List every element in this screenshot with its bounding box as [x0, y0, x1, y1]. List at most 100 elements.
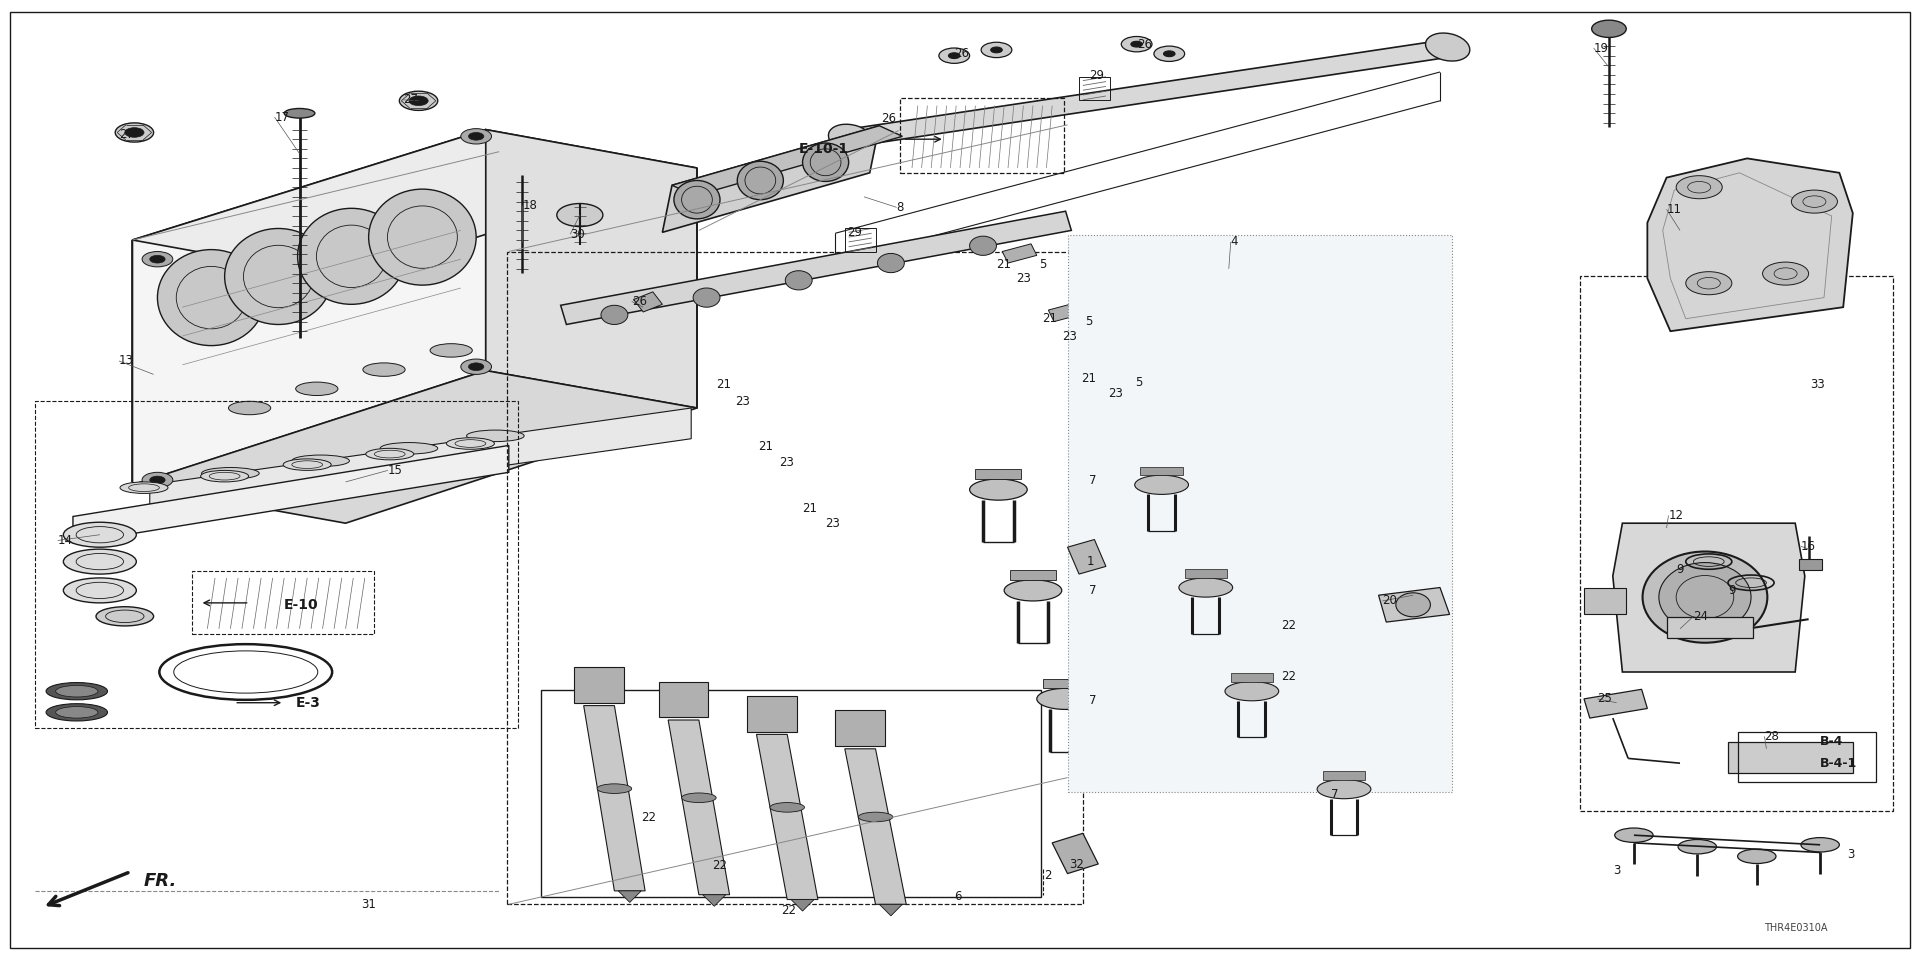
- Ellipse shape: [828, 124, 874, 153]
- Text: 23: 23: [1108, 387, 1123, 400]
- Ellipse shape: [803, 143, 849, 181]
- Text: 29: 29: [847, 226, 862, 239]
- Ellipse shape: [46, 683, 108, 700]
- Polygon shape: [1068, 540, 1106, 574]
- Ellipse shape: [1135, 475, 1188, 494]
- Text: 7: 7: [1331, 788, 1338, 802]
- Ellipse shape: [225, 228, 332, 324]
- Polygon shape: [132, 130, 486, 485]
- Ellipse shape: [674, 180, 720, 219]
- Text: 32: 32: [1069, 857, 1085, 871]
- Ellipse shape: [63, 578, 136, 603]
- Circle shape: [468, 363, 484, 371]
- Bar: [1728, 742, 1853, 773]
- Polygon shape: [132, 130, 697, 278]
- Circle shape: [468, 132, 484, 140]
- Polygon shape: [1613, 523, 1805, 672]
- Text: 26: 26: [881, 111, 897, 125]
- Circle shape: [948, 53, 960, 59]
- Ellipse shape: [63, 549, 136, 574]
- Circle shape: [1164, 51, 1175, 57]
- Polygon shape: [574, 667, 624, 703]
- Ellipse shape: [1004, 580, 1062, 601]
- Circle shape: [142, 252, 173, 267]
- Ellipse shape: [1615, 828, 1653, 843]
- Ellipse shape: [46, 704, 108, 721]
- Circle shape: [150, 476, 165, 484]
- Bar: [845, 228, 876, 252]
- Circle shape: [1592, 20, 1626, 37]
- Polygon shape: [1647, 158, 1853, 331]
- Ellipse shape: [365, 448, 415, 460]
- Polygon shape: [662, 126, 879, 232]
- Text: 23: 23: [735, 395, 751, 408]
- Circle shape: [409, 96, 428, 106]
- Polygon shape: [1048, 302, 1083, 322]
- Ellipse shape: [56, 685, 98, 697]
- Bar: [900, 98, 1064, 173]
- Bar: [35, 401, 518, 728]
- Bar: [1580, 276, 1893, 811]
- Ellipse shape: [1396, 592, 1430, 617]
- Ellipse shape: [693, 288, 720, 307]
- Text: 16: 16: [1801, 540, 1816, 553]
- Text: 28: 28: [1764, 730, 1780, 743]
- Circle shape: [1676, 176, 1722, 199]
- Text: 29: 29: [1089, 69, 1104, 83]
- Circle shape: [115, 123, 154, 142]
- Ellipse shape: [56, 707, 98, 718]
- Ellipse shape: [202, 468, 259, 479]
- Text: 25: 25: [1597, 692, 1613, 706]
- Ellipse shape: [737, 161, 783, 200]
- Text: 21: 21: [1043, 312, 1058, 325]
- Ellipse shape: [1317, 780, 1371, 799]
- Text: 8: 8: [897, 201, 904, 214]
- Polygon shape: [791, 900, 814, 911]
- Polygon shape: [132, 371, 697, 523]
- Polygon shape: [73, 445, 509, 543]
- Text: 18: 18: [522, 199, 538, 212]
- Circle shape: [150, 255, 165, 263]
- Text: 21: 21: [758, 440, 774, 453]
- Ellipse shape: [970, 236, 996, 255]
- Bar: [1068, 235, 1452, 792]
- Text: 15: 15: [388, 464, 403, 477]
- Ellipse shape: [292, 455, 349, 467]
- Polygon shape: [1584, 689, 1647, 718]
- Text: 5: 5: [1085, 315, 1092, 328]
- Text: E-3: E-3: [296, 696, 321, 709]
- Polygon shape: [672, 126, 902, 196]
- Polygon shape: [659, 682, 708, 717]
- Text: 20: 20: [1382, 594, 1398, 608]
- Text: 21: 21: [803, 502, 818, 516]
- Text: 7: 7: [1089, 694, 1096, 708]
- Text: 11: 11: [1667, 203, 1682, 216]
- Text: 21: 21: [996, 257, 1012, 271]
- Text: 19: 19: [1594, 41, 1609, 55]
- Text: 3: 3: [1847, 848, 1855, 861]
- Ellipse shape: [63, 522, 136, 547]
- Polygon shape: [879, 904, 902, 916]
- Ellipse shape: [119, 482, 169, 493]
- Ellipse shape: [770, 803, 804, 812]
- Polygon shape: [150, 408, 691, 516]
- Ellipse shape: [785, 271, 812, 290]
- Ellipse shape: [284, 459, 330, 470]
- Text: 9: 9: [1676, 563, 1684, 576]
- Ellipse shape: [298, 208, 405, 304]
- Text: 12: 12: [1668, 509, 1684, 522]
- Text: 17: 17: [275, 110, 290, 124]
- Circle shape: [1686, 272, 1732, 295]
- Ellipse shape: [877, 253, 904, 273]
- Text: 3: 3: [1613, 864, 1620, 877]
- Text: 31: 31: [361, 898, 376, 911]
- Ellipse shape: [1037, 688, 1094, 709]
- Text: 22: 22: [641, 811, 657, 825]
- Bar: [1231, 673, 1273, 682]
- Bar: [192, 571, 374, 634]
- Polygon shape: [1379, 588, 1450, 622]
- Bar: [1043, 679, 1089, 688]
- Text: 1: 1: [1087, 555, 1094, 568]
- Circle shape: [1791, 190, 1837, 213]
- Ellipse shape: [363, 363, 405, 376]
